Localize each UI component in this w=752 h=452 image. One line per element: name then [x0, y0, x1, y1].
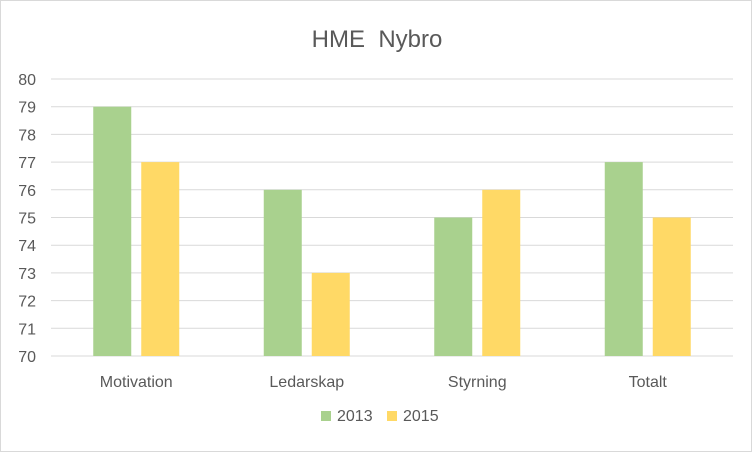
- legend: 2013 2015: [321, 408, 439, 425]
- y-tick-label: 72: [18, 294, 36, 311]
- bar-2015-styrning: [482, 189, 521, 356]
- y-axis-ticks: 70 71 72 73 74 75 76 77 78 79 80: [18, 72, 36, 366]
- legend-swatch: [387, 411, 397, 421]
- y-tick-label: 71: [18, 321, 36, 338]
- x-category-label: Motivation: [100, 374, 173, 391]
- y-tick-label: 74: [18, 238, 36, 255]
- y-tick-label: 78: [18, 127, 36, 144]
- bar-2013-styrning: [434, 217, 473, 356]
- y-tick-label: 76: [18, 183, 36, 200]
- y-tick-label: 79: [18, 100, 36, 117]
- y-tick-label: 77: [18, 155, 36, 172]
- bar-2015-motivation: [141, 162, 180, 356]
- y-tick-label: 75: [18, 211, 36, 228]
- legend-swatch: [321, 411, 331, 421]
- x-category-label: Ledarskap: [269, 374, 344, 391]
- legend-label: 2013: [337, 408, 373, 425]
- x-category-label: Totalt: [629, 374, 668, 391]
- chart-title: HME Nybro: [312, 26, 443, 53]
- y-tick-label: 70: [18, 349, 36, 366]
- legend-label: 2015: [403, 408, 439, 425]
- bar-2015-ledarskap: [311, 272, 350, 356]
- bar-2013-totalt: [604, 162, 643, 356]
- bar-2013-motivation: [93, 106, 132, 356]
- y-tick-label: 80: [18, 72, 36, 89]
- x-category-label: Styrning: [448, 374, 507, 391]
- bars: [93, 106, 691, 356]
- y-tick-label: 73: [18, 266, 36, 283]
- category-labels: Motivation Ledarskap Styrning Totalt: [100, 374, 668, 391]
- bar-2013-ledarskap: [263, 189, 302, 356]
- bar-2015-totalt: [652, 217, 691, 356]
